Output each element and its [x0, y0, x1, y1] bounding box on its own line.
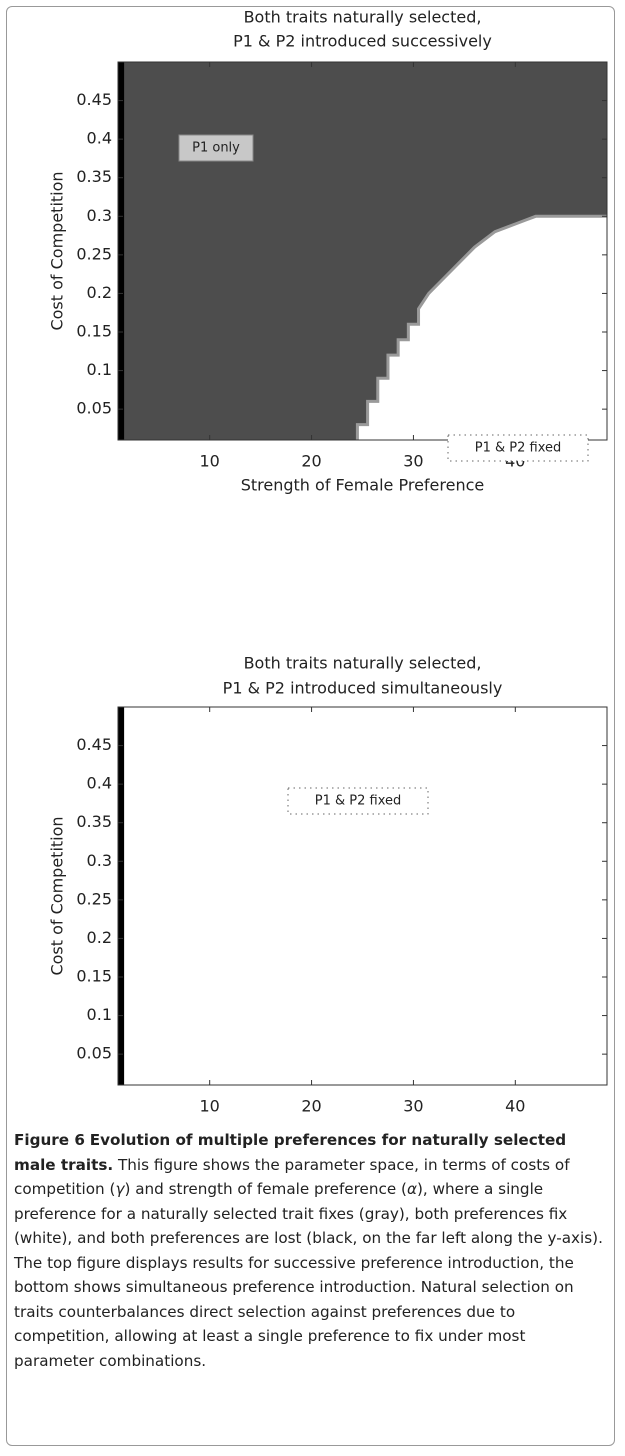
- y-tick-label: 0.3: [87, 851, 112, 870]
- y-tick-label: 0.45: [76, 90, 112, 109]
- caption-symbol: α: [406, 1180, 417, 1198]
- both-fix-region: [118, 707, 607, 1085]
- annotation: P1 & P2 fixed: [475, 441, 562, 456]
- y-tick-label: 0.05: [76, 1044, 112, 1063]
- lost-region: [118, 62, 125, 440]
- annotation: P1 & P2 fixed: [315, 794, 402, 809]
- annotation-box: [447, 434, 589, 462]
- y-tick-label: 0.1: [87, 360, 112, 379]
- y-tick-label: 0.25: [76, 889, 112, 908]
- caption-label: Figure 6: [14, 1131, 85, 1149]
- y-tick-label: 0.2: [87, 283, 112, 302]
- caption-title: Evolution of multiple preferences for na…: [14, 1131, 567, 1174]
- charts: Both traits naturally selected, P1 & P2 i…: [48, 8, 608, 1116]
- y-tick-label: 0.45: [76, 735, 112, 754]
- caption-symbol: γ: [115, 1180, 125, 1198]
- y-tick-label: 0.4: [87, 774, 112, 793]
- y-tick-label: 0.2: [87, 928, 112, 947]
- caption-text: ), where a single preference for a natur…: [14, 1180, 603, 1370]
- y-tick-label: 0.05: [76, 399, 112, 418]
- y-tick-label: 0.35: [76, 167, 112, 186]
- x-tick-label: 10: [200, 1097, 220, 1116]
- x-tick-label: 30: [403, 452, 423, 471]
- x-axis-label: Strength of Female Preference: [241, 476, 485, 495]
- caption-text: This figure shows the parameter space, i…: [14, 1155, 570, 1199]
- annotation-box: [287, 787, 429, 815]
- region-boundary: [355, 214, 607, 440]
- plot-frame: [117, 706, 608, 1086]
- annotation: P1 only: [192, 141, 240, 156]
- y-tick-label: 0.3: [87, 206, 112, 225]
- annotation-box: [178, 134, 254, 162]
- y-axis-label: Cost of Competition: [48, 816, 67, 975]
- lost-region: [118, 707, 125, 1085]
- y-tick-label: 0.4: [87, 129, 112, 148]
- y-axis-label: Cost of Competition: [48, 171, 67, 330]
- caption-text: ) and strength of female preference (: [124, 1180, 407, 1198]
- chart-title: Both traits naturally selected,: [244, 654, 482, 673]
- x-tick-label: 20: [301, 452, 321, 471]
- chart-title: P1 & P2 introduced simultaneously: [223, 679, 503, 698]
- y-tick-label: 0.35: [76, 812, 112, 831]
- both-fix-region: [357, 216, 607, 440]
- figure-frame: [6, 6, 615, 1446]
- plot-frame: [117, 61, 608, 441]
- caption: Figure 6 Evolution of multiple preferenc…: [14, 1128, 610, 1373]
- y-tick-label: 0.15: [76, 967, 112, 986]
- y-tick-label: 0.25: [76, 244, 112, 263]
- x-tick-label: 10: [200, 452, 220, 471]
- y-tick-label: 0.1: [87, 1005, 112, 1024]
- x-tick-label: 40: [505, 1097, 525, 1116]
- x-tick-label: 20: [301, 1097, 321, 1116]
- y-tick-label: 0.15: [76, 322, 112, 341]
- chart-title: Both traits naturally selected,: [244, 8, 482, 27]
- x-tick-label: 30: [403, 1097, 423, 1116]
- chart-title: P1 & P2 introduced successively: [233, 32, 492, 51]
